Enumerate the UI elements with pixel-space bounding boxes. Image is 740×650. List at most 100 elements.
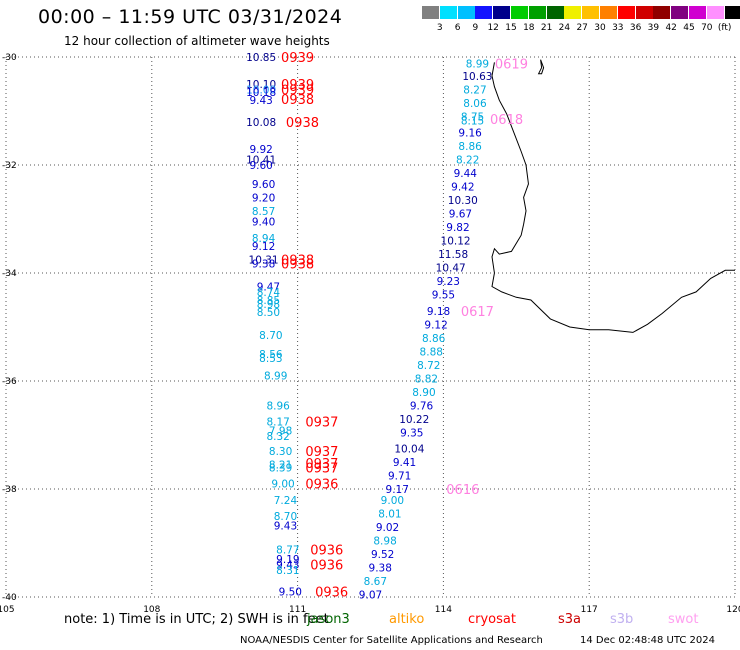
satellite-label: s3b [610,612,634,627]
legend-label: (ft) [717,23,732,33]
wave-height-label: 10.31 [249,255,279,267]
wave-height-label: 8.57 [252,206,275,218]
legend-swatch [689,6,706,19]
pass-time-label: 0939 [281,51,314,66]
wave-height-label: 9.40 [252,217,275,229]
legend-label: 24 [558,23,571,33]
satellite-label: s3a [558,612,582,627]
wave-height-label: 8.82 [415,373,438,385]
satellite-label: swot [668,612,699,627]
wave-height-label: 8.53 [259,353,282,365]
wave-height-label: 9.67 [449,209,472,221]
legend-swatch [582,6,600,19]
satellite-label: altiko [389,612,425,627]
wave-height-label: 9.41 [393,457,416,469]
wave-height-label: 9.50 [279,587,302,599]
wave-height-label: 10.47 [436,263,466,275]
wave-height-label: 8.72 [417,360,440,372]
wave-height-label: 8.85 [257,295,280,307]
island-outline [537,59,545,75]
wave-height-label: 9.43 [276,560,299,572]
wave-height-label: 9.82 [446,222,469,234]
legend-swatch [457,6,475,19]
lon-tick-label: 108 [143,605,160,615]
legend-swatch [653,6,671,19]
wave-height-label: 9.71 [388,471,411,483]
satellite-label: jason3 [307,612,350,627]
legend-label: 33 [612,23,624,33]
credit-line: NOAA/NESDIS Center for Satellite Applica… [240,635,543,646]
pass-time-label: 0938 [286,116,319,131]
wave-height-label: 9.19 [276,554,299,566]
legend-swatch [564,6,582,19]
wave-height-label: 8.90 [412,387,435,399]
wave-height-label: 8.70 [274,511,297,523]
wave-height-label: 9.12 [424,319,447,331]
wave-height-label: 9.60 [252,179,275,191]
wave-height-label: 9.00 [381,495,404,507]
wave-height-label: 10.41 [246,155,276,167]
wave-height-values: 10.8510.1010.0010.189.4310.089.9210.419.… [246,52,492,601]
wave-height-label: 8.32 [266,431,289,443]
wave-height-label: 8.56 [259,349,283,361]
legend-swatch [671,6,689,19]
legend-swatch [511,6,528,19]
wave-height-label: 11.58 [438,249,468,261]
wave-height-label: 8.98 [373,535,396,547]
wave-height-label: 9.16 [458,128,482,140]
wave-height-label: 8.75 [461,111,484,123]
pass-time-label: 0617 [461,305,494,320]
wave-height-label: 8.86 [422,333,446,345]
wave-height-label: 8.30 [269,446,292,458]
legend-swatch [422,6,439,19]
generated-timestamp: 14 Dec 02:48:48 UTC 2024 [580,635,715,646]
legend-label: 3 [436,23,443,33]
wave-height-label: 10.30 [448,195,478,207]
wave-height-label: 8.86 [458,141,482,153]
lon-tick-label: 120 [726,605,740,615]
wave-height-label: 8.06 [463,98,487,110]
wave-height-label: 8.99 [264,371,287,383]
lon-tick-label: 117 [581,605,598,615]
wave-height-label: 9.43 [274,521,297,533]
lat-lon-grid [5,56,736,598]
wave-height-label: 9.20 [252,192,275,204]
wave-height-label: 8.21 [269,460,292,472]
wave-height-label: 10.12 [441,236,471,248]
wave-height-label: 9.12 [252,241,275,253]
wave-height-label: 8.88 [420,346,443,358]
pass-time-label: 0938 [281,254,314,269]
lon-tick-label: 105 [0,605,15,615]
wave-height-label: 9.43 [249,95,272,107]
legend-label: 30 [594,23,606,33]
wave-height-label: 9.35 [400,427,423,439]
legend-swatch [600,6,617,19]
wave-height-label: 7.24 [274,495,298,507]
wave-height-label: 10.08 [246,117,276,129]
wave-height-label: 8.67 [364,576,387,588]
wave-height-label: 8.77 [276,544,299,556]
wave-height-label: 9.23 [437,276,460,288]
legend-label: 27 [576,23,588,33]
pass-time-label: 0937 [305,445,338,460]
pass-time-label: 0936 [305,478,338,493]
wave-height-label: 8.94 [252,233,276,245]
pass-time-label: 0936 [310,559,343,574]
wave-height-label: 10.04 [394,444,424,456]
legend-swatch [617,6,635,19]
legend-label: 21 [540,23,553,33]
pass-time-label: 0936 [310,543,343,558]
pass-time-label: 0939 [281,78,314,93]
legend-label: 12 [487,23,499,33]
wave-height-label: 8.27 [463,84,486,96]
wave-height-label: 10.00 [246,84,276,96]
pass-time-label: 0937 [305,416,338,431]
legend-swatch [724,6,740,19]
lat-tick-label: -40 [2,593,17,603]
satellite-label: cryosat [468,612,516,627]
legend-swatch [706,6,724,19]
wave-height-label: 9.18 [427,306,450,318]
wave-height-label: 9.44 [454,168,478,180]
wave-height-label: 8.39 [269,462,292,474]
pass-time-label: 0938 [281,93,314,108]
